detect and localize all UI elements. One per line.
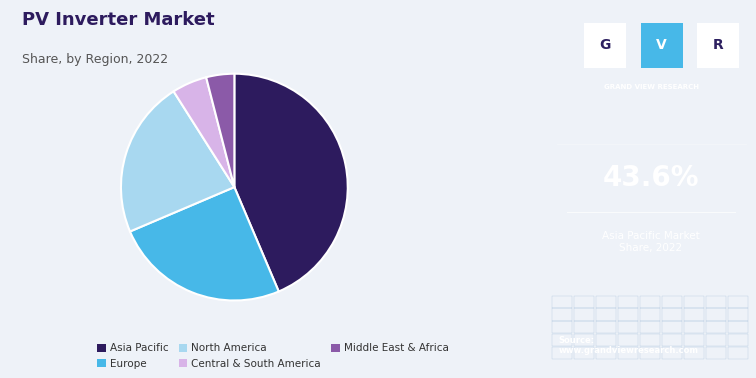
Text: V: V xyxy=(656,38,667,53)
Bar xyxy=(575,347,594,359)
Bar xyxy=(728,347,748,359)
Bar xyxy=(640,308,660,321)
Bar xyxy=(728,334,748,346)
Bar xyxy=(728,296,748,308)
Wedge shape xyxy=(121,91,234,231)
Text: PV Inverter Market: PV Inverter Market xyxy=(22,11,215,29)
Bar xyxy=(684,347,704,359)
Bar xyxy=(728,321,748,333)
Bar xyxy=(553,308,572,321)
Bar xyxy=(618,334,638,346)
Bar xyxy=(640,23,683,68)
Bar xyxy=(640,334,660,346)
Bar xyxy=(596,308,616,321)
Bar xyxy=(596,321,616,333)
Text: Source:
www.grandviewresearch.com: Source: www.grandviewresearch.com xyxy=(559,336,699,355)
Wedge shape xyxy=(130,187,279,301)
Bar xyxy=(553,334,572,346)
Bar xyxy=(697,23,739,68)
Bar xyxy=(596,334,616,346)
Bar xyxy=(553,296,572,308)
Bar xyxy=(662,321,682,333)
Bar xyxy=(618,308,638,321)
Bar xyxy=(618,347,638,359)
Bar xyxy=(684,296,704,308)
Bar xyxy=(706,334,726,346)
Bar xyxy=(662,296,682,308)
Bar xyxy=(575,321,594,333)
Bar xyxy=(596,347,616,359)
Bar xyxy=(684,334,704,346)
Text: G: G xyxy=(599,38,611,53)
Bar xyxy=(640,321,660,333)
Wedge shape xyxy=(174,77,234,187)
Text: Share, by Region, 2022: Share, by Region, 2022 xyxy=(22,53,168,66)
Bar xyxy=(618,296,638,308)
Bar xyxy=(706,321,726,333)
Bar xyxy=(684,321,704,333)
Bar xyxy=(640,296,660,308)
Bar xyxy=(640,347,660,359)
Bar xyxy=(553,321,572,333)
Text: Asia Pacific Market
Share, 2022: Asia Pacific Market Share, 2022 xyxy=(602,231,700,253)
Bar xyxy=(706,347,726,359)
Text: 43.6%: 43.6% xyxy=(603,164,699,192)
Bar xyxy=(684,308,704,321)
Bar xyxy=(618,321,638,333)
Bar xyxy=(553,347,572,359)
Bar xyxy=(584,23,626,68)
Bar xyxy=(706,296,726,308)
Bar xyxy=(662,334,682,346)
Text: R: R xyxy=(713,38,723,53)
Bar xyxy=(575,308,594,321)
Bar xyxy=(575,334,594,346)
Bar xyxy=(728,308,748,321)
Bar xyxy=(662,308,682,321)
Text: GRAND VIEW RESEARCH: GRAND VIEW RESEARCH xyxy=(603,84,699,90)
Bar xyxy=(706,308,726,321)
Bar xyxy=(662,347,682,359)
Wedge shape xyxy=(206,74,234,187)
Bar xyxy=(596,296,616,308)
Bar xyxy=(575,296,594,308)
Legend: Asia Pacific, Europe, North America, Central & South America, Middle East & Afri: Asia Pacific, Europe, North America, Cen… xyxy=(93,339,453,373)
Wedge shape xyxy=(234,74,348,291)
